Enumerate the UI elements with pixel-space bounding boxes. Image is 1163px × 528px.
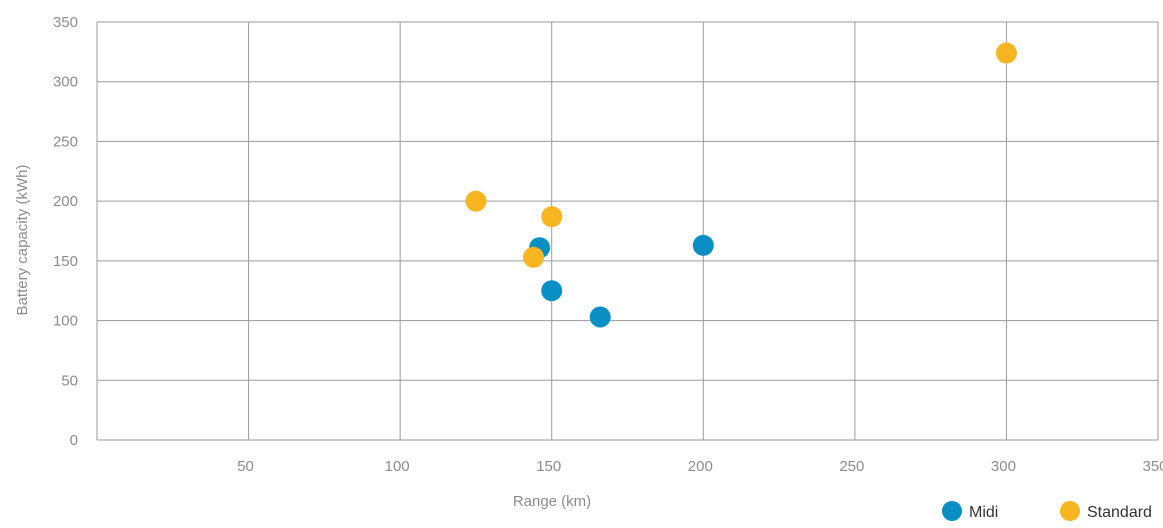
legend-label-midi: Midi: [969, 504, 998, 521]
x-tick-label: 350: [1142, 458, 1163, 475]
legend-marker-midi: [942, 501, 962, 521]
legend-marker-standard: [1060, 501, 1080, 521]
legend-label-standard: Standard: [1087, 504, 1152, 521]
x-tick-label: 50: [237, 458, 254, 475]
y-tick-label: 350: [53, 14, 78, 31]
x-axis-title: Range (km): [513, 493, 591, 510]
y-tick-label: 300: [53, 74, 78, 91]
y-axis-title: Battery capacity (kWh): [14, 165, 31, 316]
data-point-midi: [589, 306, 611, 328]
data-point-standard: [523, 246, 545, 268]
y-tick-label: 100: [53, 313, 78, 330]
x-tick-label: 300: [991, 458, 1016, 475]
data-point-standard: [995, 42, 1017, 64]
data-point-standard: [465, 190, 487, 212]
data-points: [465, 42, 1017, 328]
x-tick-label: 200: [688, 458, 713, 475]
grid: [96, 21, 1159, 441]
y-tick-label: 150: [53, 253, 78, 270]
y-tick-label: 200: [53, 193, 78, 210]
data-point-midi: [541, 280, 563, 302]
y-tick-label: 50: [61, 372, 78, 389]
y-tick-label: 0: [70, 432, 78, 449]
y-tick-label: 250: [53, 133, 78, 150]
x-tick-label: 100: [385, 458, 410, 475]
data-point-standard: [541, 206, 563, 228]
x-tick-label: 250: [839, 458, 864, 475]
legend: Midi Standard: [942, 501, 1152, 521]
data-point-midi: [692, 234, 714, 256]
tick-labels: 0 50 100 150 200 250 300 350 50 100 150 200 250 300 35…: [53, 14, 1163, 475]
x-tick-label: 150: [536, 458, 561, 475]
